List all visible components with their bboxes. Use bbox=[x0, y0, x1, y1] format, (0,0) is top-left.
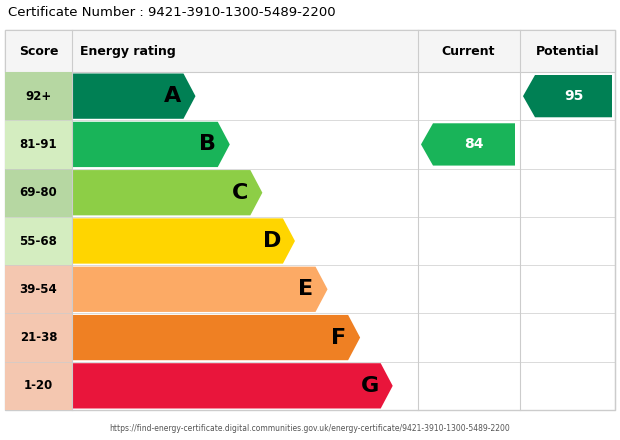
Bar bbox=[5, 30, 615, 72]
Text: 21-38: 21-38 bbox=[20, 331, 57, 344]
Text: 81-91: 81-91 bbox=[20, 138, 57, 151]
Text: F: F bbox=[331, 327, 346, 348]
Text: 39-54: 39-54 bbox=[20, 283, 58, 296]
Polygon shape bbox=[72, 170, 262, 215]
Bar bbox=[5, 313, 72, 362]
Text: https://find-energy-certificate.digital.communities.gov.uk/energy-certificate/94: https://find-energy-certificate.digital.… bbox=[110, 423, 510, 433]
Text: 92+: 92+ bbox=[25, 90, 51, 103]
Text: Energy rating: Energy rating bbox=[80, 44, 175, 58]
Bar bbox=[5, 217, 72, 265]
Text: 95: 95 bbox=[564, 89, 583, 103]
Polygon shape bbox=[523, 75, 612, 117]
Polygon shape bbox=[72, 315, 360, 360]
Text: D: D bbox=[263, 231, 281, 251]
Text: 55-68: 55-68 bbox=[20, 235, 58, 247]
Polygon shape bbox=[72, 218, 295, 264]
Polygon shape bbox=[72, 122, 230, 167]
Polygon shape bbox=[421, 123, 515, 165]
Bar bbox=[5, 362, 72, 410]
Polygon shape bbox=[72, 73, 195, 119]
Bar bbox=[5, 30, 615, 410]
Polygon shape bbox=[72, 363, 392, 408]
Text: E: E bbox=[298, 279, 314, 299]
Bar bbox=[5, 265, 72, 313]
Text: C: C bbox=[232, 183, 249, 203]
Polygon shape bbox=[72, 267, 327, 312]
Text: G: G bbox=[360, 376, 379, 396]
Text: Certificate Number : 9421-3910-1300-5489-2200: Certificate Number : 9421-3910-1300-5489… bbox=[8, 6, 335, 18]
Text: Current: Current bbox=[441, 44, 495, 58]
Text: B: B bbox=[199, 135, 216, 154]
Text: 1-20: 1-20 bbox=[24, 379, 53, 392]
Bar bbox=[5, 169, 72, 217]
Bar bbox=[5, 120, 72, 169]
Text: 84: 84 bbox=[464, 137, 484, 151]
Text: A: A bbox=[164, 86, 182, 106]
Text: Potential: Potential bbox=[536, 44, 600, 58]
Text: Score: Score bbox=[19, 44, 58, 58]
Text: 69-80: 69-80 bbox=[20, 186, 58, 199]
Bar bbox=[5, 72, 72, 120]
